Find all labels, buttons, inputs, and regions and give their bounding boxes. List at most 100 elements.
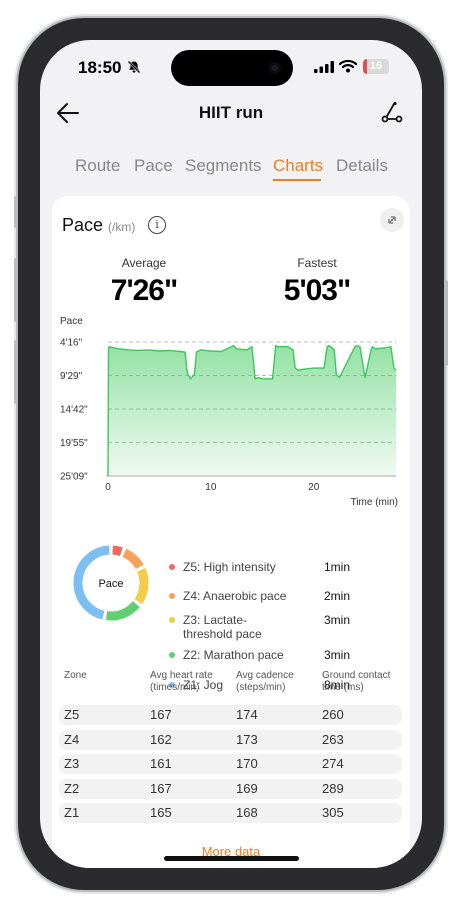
table-row: Z3 161 170 274	[59, 754, 402, 774]
table-cell: 167	[150, 780, 172, 796]
y-tick-label: 4'16"	[60, 338, 83, 349]
zone-duration: 3min	[324, 613, 351, 627]
pace-card: Pace (/km) i Average 7'26" Fastest 5'03"…	[52, 196, 410, 868]
zone-color-dot	[169, 652, 175, 658]
table-cell: 169	[236, 780, 258, 796]
pace-area	[108, 345, 396, 476]
y-tick-label: 14'42"	[60, 404, 88, 415]
donut-slice	[73, 545, 110, 620]
expand-icon[interactable]	[380, 208, 404, 232]
x-axis-label: Time (min)	[351, 497, 398, 508]
x-tick-label: 20	[308, 482, 320, 493]
fastest-label: Fastest	[297, 256, 337, 270]
tab-details[interactable]: Details	[336, 156, 388, 175]
table-cell: 289	[322, 780, 344, 796]
screen: 18:50 16 HIIT run Route Pace Segments	[40, 40, 422, 868]
table-cell: 167	[150, 707, 172, 722]
zone-duration: 8min	[324, 678, 351, 692]
dynamic-island	[171, 50, 293, 86]
table-cell: 161	[150, 756, 172, 771]
y-axis-label: Pace	[60, 316, 83, 327]
tab-segments[interactable]: Segments	[185, 156, 262, 175]
more-data-link[interactable]: More data	[201, 844, 261, 859]
tab-route[interactable]: Route	[75, 156, 121, 175]
table-row: Z2 167 169 289	[59, 778, 402, 799]
col-header-heart-rate: Avg heart rate (times/min)	[150, 670, 213, 693]
table-row: Z4 162 173 263	[59, 729, 402, 750]
average-value: 7'26"	[110, 274, 178, 307]
table-row: Z5 167 174 260	[59, 705, 402, 725]
table-cell: 165	[150, 805, 172, 820]
fastest-value: 5'03"	[283, 274, 351, 307]
tab-pace[interactable]: Pace	[134, 156, 173, 175]
zone-color-dot	[169, 593, 175, 599]
donut-slice	[105, 601, 140, 621]
donut-slice	[112, 545, 123, 556]
active-tab-underline	[273, 179, 321, 181]
battery-level: 16	[369, 60, 383, 72]
zone-duration: 1min	[324, 560, 351, 574]
info-icon[interactable]: i	[148, 216, 166, 234]
table-cell: 173	[236, 731, 258, 747]
table-cell: Z5	[64, 707, 80, 722]
table-cell: 168	[236, 805, 258, 820]
volume-up-button	[14, 258, 18, 322]
action-button	[14, 196, 18, 228]
average-label: Average	[121, 256, 167, 270]
battery-fill	[363, 59, 368, 74]
table-cell: 170	[236, 756, 258, 771]
table-cell: 263	[322, 731, 344, 747]
page-title: HIIT run	[198, 103, 264, 122]
pace-chart: Pace 4'16" 9'29" 14'42" 19'55" 25'09" 0 10 20 Tim…	[60, 316, 398, 508]
donut-slice	[122, 548, 144, 570]
col-header-zone: Zone	[64, 670, 87, 681]
y-tick-label: 9'29"	[60, 371, 83, 382]
zone-donut-chart: Pace	[73, 545, 149, 621]
donut-center-label: Pace	[98, 578, 123, 590]
silent-bell-icon	[127, 60, 141, 74]
table-cell: Z3	[64, 756, 80, 771]
table-cell: 174	[236, 707, 258, 722]
back-arrow-icon[interactable]	[56, 102, 80, 124]
power-button	[444, 280, 448, 366]
table-cell: 162	[150, 731, 172, 747]
donut-slice	[134, 567, 149, 605]
battery-icon: 16	[363, 59, 389, 74]
pace-card-title: Pace (/km)	[62, 215, 135, 236]
zone-color-dot	[169, 564, 175, 570]
table-cell: Z2	[64, 780, 80, 796]
zone-label: Z4: Anaerobic pace	[183, 589, 287, 603]
y-tick-label: 25'09"	[60, 472, 88, 483]
cellular-signal-icon	[314, 61, 334, 73]
status-time: 18:50	[78, 58, 122, 77]
table-cell: Z1	[64, 805, 80, 820]
wifi-icon	[339, 59, 357, 73]
route-share-icon[interactable]	[380, 100, 404, 124]
y-tick-label: 19'55"	[60, 438, 88, 449]
zone-duration: 3min	[324, 648, 351, 662]
table-cell: Z4	[64, 731, 80, 747]
volume-down-button	[14, 340, 18, 404]
camera-icon	[269, 62, 281, 74]
pace-line	[107, 344, 397, 477]
x-tick-label: 10	[205, 482, 217, 493]
pace-unit: (/km)	[108, 220, 136, 234]
home-indicator	[164, 856, 299, 861]
zone-label: Z3: Lactate-threshold pace	[183, 613, 262, 641]
table-cell: 260	[322, 707, 344, 722]
zone-label: Z5: High intensity	[183, 560, 276, 574]
table-row: Z1 165 168 305	[59, 803, 402, 823]
zone-duration: 2min	[324, 589, 351, 603]
pace-title-text: Pace	[62, 215, 104, 235]
table-cell: 305	[322, 805, 344, 820]
zone-label: Z2: Marathon pace	[183, 648, 284, 662]
tab-charts[interactable]: Charts	[273, 156, 324, 175]
zone-label: Z1: Jog	[183, 678, 224, 692]
zone-color-dot	[169, 682, 175, 688]
table-cell: 274	[322, 756, 344, 771]
col-header-cadence: Avg cadence (steps/min)	[236, 670, 294, 693]
x-tick-label: 0	[105, 482, 111, 493]
col-header-ground-contact: Ground contact time (ms)	[322, 670, 391, 693]
tab-bar: Route Pace Segments Charts Details	[40, 156, 422, 186]
zone-color-dot	[169, 617, 175, 623]
